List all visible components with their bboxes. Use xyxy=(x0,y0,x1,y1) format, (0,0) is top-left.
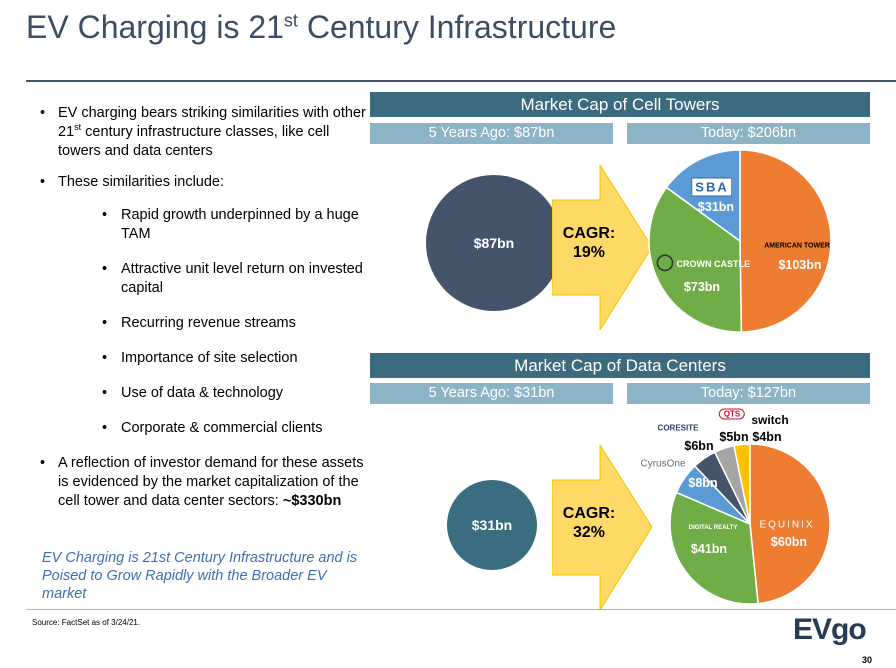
pie-value-label-sba: $31bn xyxy=(697,200,735,214)
coresite-logo: CORESITE xyxy=(657,423,699,433)
crown-castle-logo: ◯ CROWN CASTLE xyxy=(656,254,750,271)
towers-past-label: 5 Years Ago: $87bn xyxy=(370,123,613,144)
towers-header: Market Cap of Cell Towers xyxy=(370,92,870,117)
datacenters-header: Market Cap of Data Centers xyxy=(370,353,870,378)
sub-bullet-return: Attractive unit level return on invested… xyxy=(58,260,370,298)
equinix-logo: EQUINIX xyxy=(759,519,815,531)
sub-bullet-clients: Corporate & commercial clients xyxy=(58,419,370,438)
cyrusone-logo: CyrusOne xyxy=(640,458,686,470)
datacenters-past-label: 5 Years Ago: $31bn xyxy=(370,383,613,404)
page-number: 30 xyxy=(862,655,873,665)
bullet-similarities-include: These similarities include: Rapid growth… xyxy=(40,173,370,438)
sub-bullet-list: Rapid growth underpinned by a huge TAM A… xyxy=(58,206,370,438)
evgo-logo: EVgo xyxy=(793,613,867,646)
datacenters-pie-chart xyxy=(669,443,831,605)
bullet-investor-demand: A reflection of investor demand for thes… xyxy=(40,454,370,511)
footer-divider xyxy=(26,609,896,610)
american-tower-logo: AMERICAN TOWER xyxy=(764,242,830,250)
switch-logo: switch xyxy=(751,413,789,427)
pie-slice-crown-castle xyxy=(648,186,743,333)
towers-today-label: Today: $206bn xyxy=(627,123,870,144)
sub-bullet-recurring: Recurring revenue streams xyxy=(58,314,370,333)
towers-cagr: CAGR: 19% xyxy=(562,225,616,261)
sub-bullet-site: Importance of site selection xyxy=(58,349,370,368)
source-note: Source: FactSet as of 3/24/21. xyxy=(32,618,141,627)
sba-logo: SBA xyxy=(691,177,733,197)
pie-value-label-digital-realty: $41bn xyxy=(690,542,728,556)
pie-value-label-coresite: $6bn xyxy=(684,439,714,453)
pie-value-label-crown-castle: $73bn xyxy=(683,280,721,294)
callout-text: EV Charging is 21st Century Infrastructu… xyxy=(42,550,358,602)
digital-realty-logo: DIGITAL REALTY xyxy=(688,525,738,531)
datacenters-today-label: Today: $127bn xyxy=(627,383,870,404)
towers-growth-arrow xyxy=(552,165,652,330)
pie-value-label-cyrusone: $8bn xyxy=(688,476,718,490)
pie-slice-equinix xyxy=(749,443,831,605)
bullet-similarities: EV charging bears striking similarities … xyxy=(40,104,370,161)
pie-slice-switch xyxy=(733,443,751,525)
datacenters-cagr: CAGR: 32% xyxy=(562,505,616,541)
pie-value-label-switch: $4bn xyxy=(752,430,782,444)
qts-logo: QTS xyxy=(718,408,746,420)
datacenters-growth-arrow xyxy=(552,445,652,610)
sub-bullet-data: Use of data & technology xyxy=(58,384,370,403)
pie-value-label-equinix: $60bn xyxy=(770,535,808,549)
towers-pie-chart xyxy=(648,149,832,333)
pie-value-label-american-tower: $103bn xyxy=(778,258,822,272)
pie-value-label-qts: $5bn xyxy=(719,430,749,444)
pie-slice-digital-realty xyxy=(669,491,759,605)
page-title: EV Charging is 21st Century Infrastructu… xyxy=(26,9,617,45)
datacenters-past-circle: $31bn xyxy=(447,480,537,570)
towers-past-circle: $87bn xyxy=(426,175,562,311)
bullet-list: EV charging bears striking similarities … xyxy=(40,104,370,523)
pie-slice-american-tower xyxy=(739,149,832,333)
sub-bullet-tam: Rapid growth underpinned by a huge TAM xyxy=(58,206,370,244)
title-divider xyxy=(26,80,896,82)
